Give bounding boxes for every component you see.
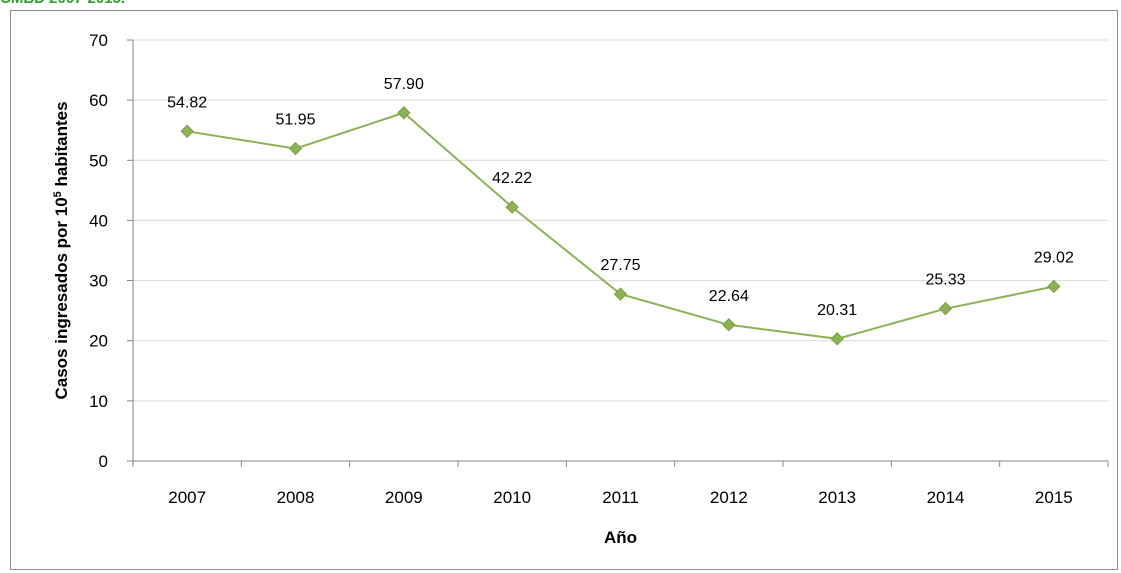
y-tick-label: 70 [89, 31, 108, 50]
y-axis-title-main: Casos ingresados por 10 [52, 197, 71, 399]
axes [127, 39, 1109, 467]
y-tick-label: 10 [89, 392, 108, 411]
x-tick-label: 2015 [1035, 488, 1073, 507]
x-tick-label: 2014 [927, 488, 965, 507]
x-axis-title: Año [604, 528, 637, 547]
data-label: 27.75 [600, 257, 640, 274]
y-axis-title-suffix: habitantes [52, 101, 71, 191]
data-label: 20.31 [817, 302, 857, 319]
y-tick-labels: 0 10 20 30 40 50 60 70 [89, 31, 108, 471]
data-point-marker [397, 106, 411, 120]
y-tick-label: 0 [99, 452, 108, 471]
y-axis-title: Casos ingresados por 105 habitantes [52, 101, 71, 399]
y-tick-label: 30 [89, 272, 108, 291]
data-point-marker [938, 301, 953, 316]
data-labels: 54.82 51.95 57.90 42.22 27.75 22.64 20.31 25.33… [167, 76, 1074, 319]
x-tick-label: 2013 [818, 488, 856, 507]
x-tick-label: 2008 [277, 488, 315, 507]
y-axis-title-superscript: 5 [52, 191, 64, 197]
data-point-marker [722, 318, 736, 332]
x-tick-labels: 2007 2008 2009 2010 2011 2012 2013 2014 2015 [168, 488, 1072, 507]
data-point-marker [505, 200, 519, 214]
y-tick-label: 20 [89, 332, 108, 351]
data-label: 25.33 [925, 272, 965, 289]
gridlines [133, 39, 1108, 402]
header-title: CMBD 2007-2015. [0, 0, 125, 8]
data-point-marker [180, 124, 194, 139]
y-tick-label: 60 [89, 91, 108, 110]
series-line [187, 111, 1055, 340]
chart-frame [10, 10, 1118, 570]
data-point-marker [288, 141, 303, 156]
x-tick-label: 2011 [602, 488, 639, 507]
series [180, 106, 1061, 346]
data-label: 54.82 [167, 94, 207, 111]
data-point-marker [1047, 279, 1061, 294]
data-point-marker [613, 287, 628, 301]
x-tick-label: 2012 [710, 488, 748, 507]
data-label: 51.95 [275, 112, 315, 129]
y-tick-label: 40 [89, 211, 108, 230]
data-label: 29.02 [1034, 249, 1074, 266]
data-label: 22.64 [709, 288, 749, 305]
data-label: 42.22 [492, 170, 532, 187]
data-point-marker [830, 332, 844, 346]
y-tick-label: 50 [89, 151, 108, 170]
x-tick-label: 2007 [168, 488, 206, 507]
data-label: 57.90 [384, 76, 424, 93]
x-tick-label: 2009 [385, 488, 423, 507]
x-tick-label: 2010 [493, 488, 531, 507]
